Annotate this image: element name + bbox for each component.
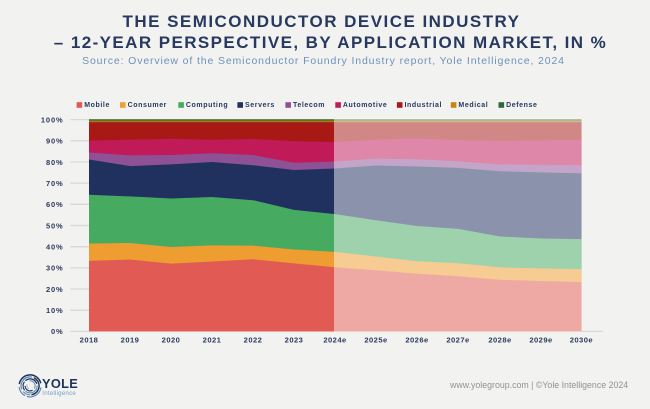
svg-text:40%: 40% [46,243,64,252]
svg-text:2021: 2021 [203,336,222,345]
svg-text:2030e: 2030e [570,336,593,345]
svg-text:60%: 60% [46,200,64,209]
svg-text:10%: 10% [46,306,64,315]
svg-text:2026e: 2026e [405,336,428,345]
svg-text:Servers: Servers [245,102,275,109]
svg-text:2027e: 2027e [446,336,469,345]
svg-text:Automotive: Automotive [343,102,388,109]
svg-text:90%: 90% [46,137,64,146]
svg-text:2020: 2020 [162,336,181,345]
svg-text:70%: 70% [46,179,64,188]
svg-text:2019: 2019 [121,336,140,345]
svg-text:Industrial: Industrial [405,102,443,109]
svg-text:Mobile: Mobile [84,102,110,109]
svg-text:Consumer: Consumer [128,102,167,109]
svg-text:100%: 100% [41,115,64,124]
svg-text:YOLE: YOLE [42,376,78,391]
svg-text:Intelligence: Intelligence [42,390,76,397]
svg-text:2023: 2023 [285,336,304,345]
svg-text:80%: 80% [46,158,64,167]
svg-text:Defense: Defense [506,102,537,109]
svg-text:20%: 20% [46,285,64,294]
svg-text:2024e: 2024e [323,336,346,345]
svg-text:Telecom: Telecom [293,102,325,109]
svg-text:Medical: Medical [458,102,488,109]
svg-text:2022: 2022 [244,336,263,345]
svg-text:2029e: 2029e [529,336,552,345]
svg-text:2025e: 2025e [364,336,387,345]
svg-text:50%: 50% [46,221,64,230]
svg-text:0%: 0% [51,327,64,336]
svg-text:30%: 30% [46,264,64,273]
svg-text:2028e: 2028e [488,336,511,345]
svg-text:Computing: Computing [186,102,228,109]
svg-text:2018: 2018 [80,336,99,345]
